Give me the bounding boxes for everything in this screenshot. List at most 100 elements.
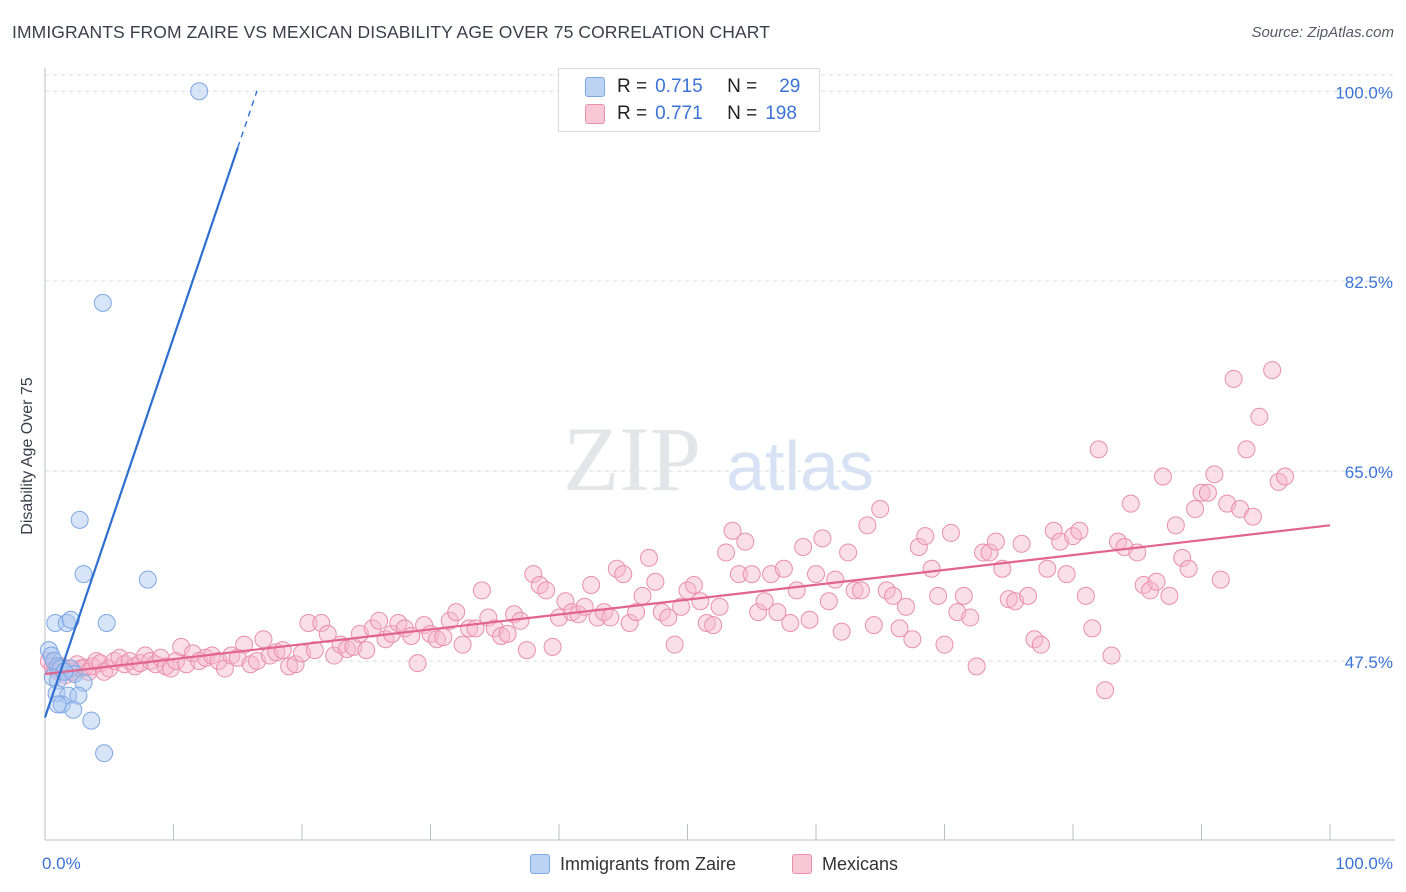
legend-row-mexicans: R = 0.771 N = 198 [585, 103, 797, 125]
data-point-mexicans [408, 654, 427, 673]
data-point-mexicans [1205, 465, 1224, 484]
watermark-zip: ZIP [563, 408, 701, 510]
data-point-mexicans [357, 641, 376, 660]
data-point-mexicans [781, 613, 800, 632]
x-tick-label: 100.0% [1335, 854, 1393, 873]
data-point-mexicans [1173, 548, 1192, 567]
data-point-mexicans [620, 613, 639, 632]
data-point-mexicans [215, 659, 234, 678]
data-point-mexicans [903, 630, 922, 649]
data-point-mexicans [1153, 467, 1172, 486]
data-point-mexicans [684, 576, 703, 594]
data-point-mexicans [961, 608, 980, 627]
legend-row-zaire: R = 0.715 N = 29 [585, 76, 800, 98]
data-point-mexicans [427, 630, 446, 649]
data-point-mexicans [672, 597, 691, 616]
n-label: N = [727, 76, 758, 97]
data-point-mexicans [1012, 534, 1031, 553]
data-point-mexicans [697, 613, 716, 632]
data-point-mexicans [768, 603, 787, 622]
data-point-mexicans [1038, 559, 1057, 578]
data-point-mexicans [935, 635, 954, 654]
trend-line-zaire-extension [237, 90, 258, 148]
data-point-mexicans [1237, 440, 1256, 459]
data-point-mexicans [826, 570, 845, 589]
legend-label-zaire: Immigrants from Zaire [560, 853, 737, 874]
data-point-mexicans [254, 630, 273, 649]
data-point-mexicans [601, 608, 620, 627]
data-point-mexicans [736, 532, 755, 551]
data-point-mexicans [929, 586, 948, 605]
data-point-zaire [93, 293, 112, 312]
data-point-mexicans [1160, 586, 1179, 605]
legend-item-zaire: Immigrants from Zaire [530, 852, 736, 876]
legend-item-mexicans: Mexicans [792, 852, 898, 876]
n-value: 198 [765, 103, 797, 124]
data-point-mexicans [614, 565, 633, 584]
legend-swatch-blue [585, 77, 605, 97]
data-point-mexicans [813, 529, 832, 548]
data-point-mexicans [472, 581, 491, 600]
data-point-zaire [52, 695, 71, 714]
data-point-mexicans [954, 586, 973, 605]
data-point-mexicans [1070, 521, 1089, 540]
data-point-mexicans [172, 637, 191, 656]
data-point-mexicans [498, 624, 517, 643]
data-point-mexicans [729, 565, 748, 584]
chart-title: IMMIGRANTS FROM ZAIRE VS MEXICAN DISABIL… [12, 22, 770, 42]
data-point-mexicans [986, 532, 1005, 551]
r-value: 0.715 [655, 76, 703, 97]
axes [44, 68, 1395, 841]
data-point-zaire [64, 700, 83, 719]
source-label: Source: ZipAtlas.com [1251, 24, 1394, 41]
data-point-mexicans [1044, 521, 1063, 540]
data-point-mexicans [1031, 635, 1050, 654]
data-point-mexicans [517, 641, 536, 660]
data-point-mexicans [434, 628, 453, 647]
data-point-zaire [82, 711, 101, 730]
data-point-mexicans [742, 565, 761, 584]
data-point-mexicans [280, 657, 299, 676]
data-point-mexicans [337, 640, 356, 659]
data-point-mexicans [1019, 586, 1038, 605]
data-point-zaire [70, 510, 89, 529]
data-point-mexicans [890, 619, 909, 638]
data-point-mexicans [1076, 586, 1095, 605]
data-point-mexicans [299, 613, 318, 632]
data-point-mexicans [819, 592, 838, 611]
legend-swatch-pink [585, 104, 605, 124]
data-point-mexicans [723, 521, 742, 540]
data-point-mexicans [1250, 407, 1269, 426]
data-point-mexicans [305, 641, 324, 660]
legend-swatch-pink [792, 854, 812, 874]
data-point-mexicans [511, 611, 530, 630]
data-point-mexicans [807, 565, 825, 584]
data-point-mexicans [1096, 681, 1115, 700]
legend-label-mexicans: Mexicans [822, 853, 899, 874]
tick-labels: 47.5% 65.0% 82.5% 100.0% 0.0% 100.0% [42, 83, 1393, 873]
data-point-mexicans [453, 635, 472, 654]
data-point-mexicans [312, 613, 331, 632]
data-point-zaire [95, 744, 114, 763]
data-point-mexicans [582, 576, 601, 594]
data-point-mexicans [794, 538, 813, 557]
n-label: N = [727, 103, 758, 124]
data-point-mexicans [839, 543, 858, 562]
data-point-mexicans [896, 597, 915, 616]
data-point-mexicans [524, 565, 543, 584]
data-point-mexicans [646, 572, 665, 591]
data-point-mexicans [1243, 507, 1262, 526]
data-point-mexicans [717, 543, 736, 562]
data-point-zaire [97, 613, 116, 632]
data-point-mexicans [665, 635, 684, 654]
data-point-mexicans [1121, 494, 1140, 513]
data-point-mexicans [691, 592, 710, 611]
data-point-zaire [190, 82, 209, 101]
data-point-mexicans [1147, 572, 1166, 591]
data-point-zaire [69, 686, 88, 705]
data-point-mexicans [1089, 440, 1108, 459]
data-point-mexicans [1057, 565, 1076, 584]
watermark: ZIP atlas [563, 408, 874, 510]
data-point-mexicans [235, 635, 254, 654]
trend-lines [43, 90, 1331, 718]
